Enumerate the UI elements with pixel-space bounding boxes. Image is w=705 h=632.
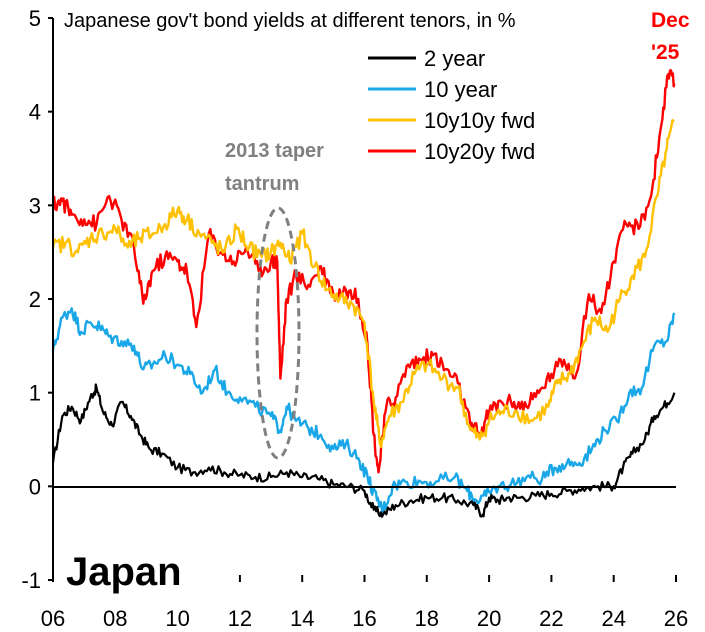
y-tick-label: 5: [29, 6, 41, 31]
series-line-10y20y-fwd: [51, 68, 676, 474]
x-tick-label: 14: [290, 606, 314, 631]
legend: 2 year 10 year 10y10y fwd 10y20y fwd: [368, 46, 535, 164]
x-tick-label: 26: [664, 606, 688, 631]
taper-tantrum-annotation-line2: tantrum: [225, 173, 299, 195]
series-line-10-year: [51, 307, 676, 515]
x-tick-label: 20: [477, 606, 501, 631]
series-line-10y10y-fwd: [51, 118, 675, 449]
x-tick-label: 16: [352, 606, 376, 631]
series-line-2-year: [51, 383, 676, 518]
date-label-year: '25: [651, 41, 680, 64]
date-label-month: Dec: [651, 9, 690, 32]
x-tick-label: 06: [41, 606, 65, 631]
chart-title: Japanese gov't bond yields at different …: [64, 10, 516, 32]
legend-label: 10y10y fwd: [424, 108, 535, 133]
y-tick-label: -1: [21, 568, 41, 593]
y-tick-label: 3: [29, 193, 41, 218]
x-tick-label: 24: [601, 606, 625, 631]
x-ticks: 06 08 10 12 14 16 18 20 22 24 26: [41, 575, 688, 631]
x-tick-label: 18: [415, 606, 439, 631]
x-tick-label: 12: [228, 606, 252, 631]
y-tick-label: 0: [29, 474, 41, 499]
x-tick-label: 08: [103, 606, 127, 631]
legend-label: 10 year: [424, 77, 497, 102]
taper-tantrum-ellipse: [255, 206, 301, 460]
legend-label: 10y20y fwd: [424, 139, 535, 164]
y-tick-label: 1: [29, 381, 41, 406]
legend-label: 2 year: [424, 46, 485, 71]
taper-tantrum-annotation-line1: 2013 taper: [225, 140, 324, 162]
x-tick-label: 22: [539, 606, 563, 631]
y-ticks: -1 0 1 2 3 4 5: [21, 6, 53, 593]
y-tick-label: 2: [29, 287, 41, 312]
series-layer: [51, 68, 676, 518]
y-tick-label: 4: [29, 100, 41, 125]
country-label: Japan: [66, 550, 182, 594]
x-tick-label: 10: [165, 606, 189, 631]
